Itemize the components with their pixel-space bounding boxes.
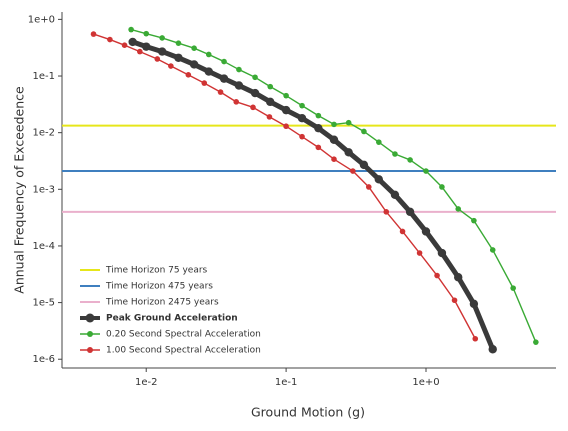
data-point	[533, 339, 539, 345]
data-point	[154, 56, 161, 62]
x-axis-title: Ground Motion (g)	[251, 405, 365, 420]
data-point	[250, 88, 260, 98]
x-tick-label: 1e-1	[275, 377, 298, 388]
y-tick-label: 1e+0	[28, 14, 55, 25]
data-point	[128, 37, 137, 47]
data-point	[315, 144, 322, 151]
data-point	[405, 207, 415, 217]
data-point	[383, 209, 390, 215]
data-point	[234, 81, 244, 90]
data-point	[217, 89, 224, 95]
data-point	[142, 42, 151, 51]
data-point	[299, 102, 305, 109]
legend-label: Time Horizon 75 years	[105, 266, 208, 276]
legend-marker	[85, 313, 95, 323]
data-point	[159, 35, 165, 41]
data-point	[488, 345, 497, 354]
data-point	[297, 114, 307, 123]
data-point	[143, 30, 150, 37]
data-point	[174, 53, 183, 62]
data-point	[189, 60, 199, 69]
legend-label: 0.20 Second Spectral Acceleration	[106, 330, 261, 340]
y-tick-label: 1e-4	[33, 241, 56, 252]
data-point	[267, 83, 274, 90]
legend: Time Horizon 75 years Time Horizon 475 ye…	[80, 266, 261, 356]
data-point	[471, 217, 477, 224]
data-point	[299, 133, 305, 140]
data-point	[137, 48, 143, 55]
y-tick-label: 1e-5	[33, 298, 56, 309]
data-point	[281, 105, 291, 115]
data-point	[390, 190, 400, 199]
y-tick-label: 1e-2	[33, 128, 56, 139]
data-point	[283, 92, 289, 99]
data-point	[407, 157, 413, 163]
data-point	[399, 228, 406, 235]
data-point	[454, 273, 463, 282]
data-point	[392, 151, 398, 157]
data-point	[315, 112, 322, 119]
data-point	[205, 51, 212, 58]
data-point	[469, 299, 479, 309]
data-point	[266, 97, 275, 107]
data-point	[252, 74, 258, 81]
data-point	[175, 40, 182, 46]
x-tick-label: 1e-2	[135, 377, 158, 388]
data-point	[185, 72, 192, 78]
data-point	[236, 66, 242, 73]
data-point	[437, 248, 447, 258]
data-point	[121, 42, 128, 49]
x-tick-label: 1e+0	[412, 377, 439, 388]
data-point	[434, 272, 440, 279]
data-point	[128, 26, 134, 33]
data-point	[439, 184, 445, 190]
data-point	[350, 168, 356, 174]
data-point	[376, 139, 382, 145]
data-point	[191, 45, 197, 51]
legend-label: 1.00 Second Spectral Acceleration	[106, 346, 261, 356]
data-point	[455, 206, 462, 212]
data-point	[157, 47, 167, 56]
data-point	[361, 128, 367, 135]
data-point	[221, 58, 227, 65]
legend-marker	[87, 331, 93, 337]
data-point	[421, 227, 431, 236]
legend-label: Time Horizon 475 years	[105, 282, 213, 292]
series-line	[93, 33, 476, 340]
data-point	[329, 135, 339, 144]
data-point	[331, 156, 337, 163]
data-point	[345, 119, 352, 126]
data-point	[283, 123, 289, 130]
y-tick-label: 1e-6	[33, 354, 56, 365]
data-point	[344, 148, 353, 157]
data-point	[510, 285, 516, 291]
data-point	[472, 335, 479, 342]
data-point	[314, 123, 323, 133]
data-point	[90, 31, 97, 37]
data-point	[204, 67, 213, 76]
legend-label: Time Horizon 2475 years	[105, 298, 219, 308]
data-point	[359, 160, 369, 170]
data-point	[266, 114, 273, 120]
data-point	[423, 168, 429, 174]
data-point	[250, 104, 256, 111]
legend-marker	[87, 347, 93, 353]
data-point	[201, 80, 208, 86]
data-point	[451, 297, 458, 304]
y-tick-label: 1e-3	[33, 184, 56, 195]
y-tick-label: 1e-1	[33, 71, 56, 82]
data-point	[168, 63, 174, 69]
data-point	[365, 184, 372, 190]
data-point	[374, 175, 384, 184]
data-point	[416, 250, 423, 256]
y-axis-title: Annual Frequency of Exceedence	[12, 86, 27, 294]
legend-label: Peak Ground Acceleration	[106, 314, 238, 324]
data-point	[233, 99, 240, 105]
data-point	[489, 247, 496, 253]
data-point	[107, 36, 113, 43]
data-point	[331, 121, 337, 128]
data-point	[219, 74, 229, 83]
